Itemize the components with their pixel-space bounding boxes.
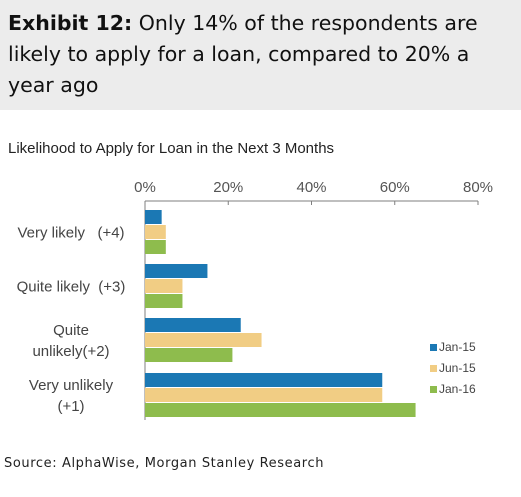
legend-swatch	[430, 386, 437, 393]
x-tick-label: 40%	[296, 179, 326, 196]
legend-label: Jan-16	[439, 382, 476, 396]
y-category-label: (+1)	[57, 398, 84, 415]
bar-jan-15	[145, 264, 208, 278]
bar-jun-15	[145, 225, 166, 239]
exhibit-label: Exhibit 12:	[8, 11, 133, 35]
legend-label: Jan-15	[439, 340, 476, 354]
legend-swatch	[430, 365, 437, 372]
y-category-label: Very likely (+4)	[17, 225, 124, 242]
x-tick-label: 0%	[134, 179, 156, 196]
legend-label: Jun-15	[439, 361, 476, 375]
bar-jan-15	[145, 373, 383, 387]
bar-jan-16	[145, 294, 183, 308]
bar-jun-15	[145, 388, 383, 402]
bar-jun-15	[145, 333, 262, 347]
exhibit-text: Only 14% of the respondents are likely t…	[8, 11, 478, 97]
exhibit-title: Exhibit 12: Only 14% of the respondents …	[8, 8, 513, 101]
bar-jan-16	[145, 348, 233, 362]
y-category-label: Quite likely (+3)	[17, 279, 126, 296]
y-category-label: Very unlikely	[29, 377, 114, 394]
bar-jan-15	[145, 318, 241, 332]
exhibit-header: Exhibit 12: Only 14% of the respondents …	[0, 0, 521, 110]
legend-swatch	[430, 344, 437, 351]
x-tick-label: 60%	[380, 179, 410, 196]
chart-title: Likelihood to Apply for Loan in the Next…	[8, 140, 335, 157]
bar-jan-16	[145, 240, 166, 254]
x-tick-label: 20%	[213, 179, 243, 196]
y-category-label: unlikely(+2)	[32, 343, 109, 360]
bar-jan-15	[145, 210, 162, 224]
bar-jan-16	[145, 403, 416, 417]
bar-jun-15	[145, 279, 183, 293]
y-category-label: Quite	[53, 322, 89, 339]
source-note: Source: AlphaWise, Morgan Stanley Resear…	[4, 456, 325, 471]
x-tick-label: 80%	[463, 179, 493, 196]
